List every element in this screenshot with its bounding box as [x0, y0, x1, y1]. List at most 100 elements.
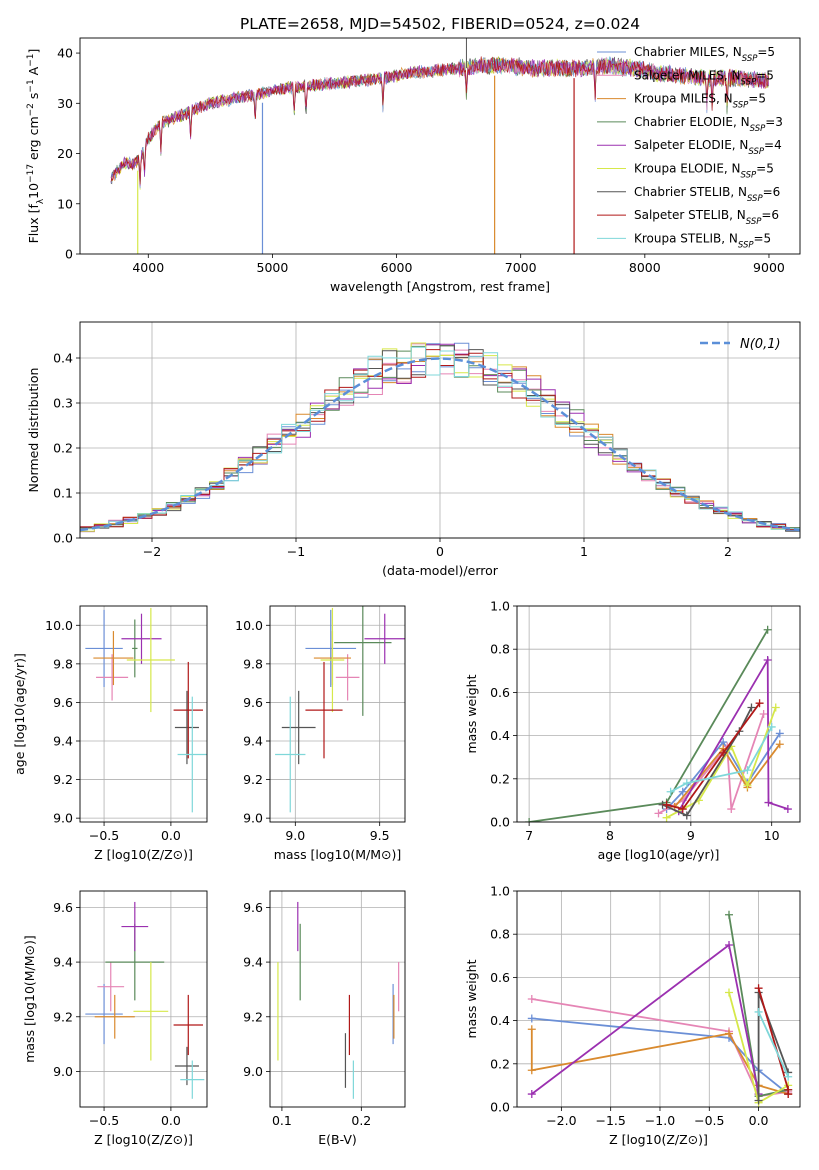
y-tick-label: 1.0: [490, 599, 510, 614]
x-tick-label: 0.2: [351, 1113, 371, 1128]
axes-frame: [269, 890, 406, 1108]
x-axis-label: Z [log10(Z/Z⊙)]: [609, 1132, 708, 1147]
y-tick-label: 0.1: [53, 486, 73, 501]
legend-label: Kroupa STELIB, NSSP=5: [634, 231, 771, 250]
weight-marker-5: [725, 988, 734, 997]
weight-line-6: [662, 707, 753, 817]
weight-marker-3: [725, 910, 734, 919]
weight-marker-5: [771, 703, 780, 712]
chart-age_vs_mass: 9.0 9.5 9.0 9.2 9.4 9.6 9.8 10.0 mass [log10(M/M…: [235, 605, 406, 862]
y-axis-label-part: Flux [f: [26, 204, 41, 244]
plot-area: [85, 901, 205, 1099]
legend-label-part: Kroupa STELIB, N: [634, 231, 738, 245]
weight-marker-1: [527, 995, 536, 1003]
weight-marker-7: [755, 699, 764, 708]
x-axis-label: Z [log10(Z/Z⊙)]: [94, 1132, 193, 1147]
weight-marker-4: [725, 941, 734, 949]
y-axis-label-part: −1: [26, 79, 36, 92]
weight-marker-4: [763, 656, 772, 664]
weight-marker-8: [754, 1007, 763, 1016]
x-tick-label: −0.5: [694, 1113, 724, 1128]
axes-frame: [79, 890, 208, 1108]
x-tick-label: −0.5: [89, 1113, 119, 1128]
weight-marker-8: [743, 766, 752, 775]
legend-label-part: =6: [763, 185, 781, 199]
x-axis-label: (data-model)/error: [382, 563, 499, 578]
weight-line-3: [528, 629, 769, 822]
legend-label-part: =5: [757, 45, 775, 59]
x-tick-label: 9: [687, 828, 695, 843]
weight-marker-7: [662, 800, 671, 809]
x-tick-label: 7: [525, 828, 533, 843]
weight-marker-2: [527, 1025, 536, 1034]
y-tick-label: 9.2: [243, 772, 263, 787]
legend-label-part: SSP: [746, 217, 762, 227]
legend-label-part: =5: [754, 231, 772, 245]
x-tick-label: 4000: [132, 260, 164, 275]
weight-marker-5: [743, 781, 752, 790]
y-tick-label: 0.8: [490, 927, 510, 942]
y-axis-label-part: −1: [26, 54, 36, 67]
x-tick-label: 0.0: [749, 1113, 769, 1128]
legend-label: Kroupa MILES, NSSP=5: [634, 92, 766, 111]
y-axis-label-part: ]: [26, 49, 41, 54]
chart-age_vs_Z: −0.5 0.0 9.0 9.2 9.4 9.6 9.8 10.0 Z [log10(Z/Z⊙)…: [12, 605, 208, 862]
chart-mass_vs_ebv: 0.1 0.2 9.0 9.2 9.4 9.6 E(B-V): [243, 890, 406, 1147]
legend-label-part: Salpeter STELIB, N: [634, 208, 746, 222]
x-tick-label: −1: [287, 544, 305, 559]
x-tick-label: 8000: [629, 260, 661, 275]
weight-line-8: [670, 726, 773, 793]
legend-label-part: SSP: [748, 147, 764, 157]
weight-marker-5: [662, 813, 671, 822]
y-tick-label: 0.4: [490, 728, 510, 743]
grid-lines: [80, 606, 207, 822]
y-tick-label: 0.0: [53, 531, 73, 546]
weight-marker-1: [759, 710, 768, 718]
y-tick-label: 1.0: [490, 884, 510, 899]
plot-area: [85, 607, 207, 813]
legend-label-part: Chabrier STELIB, N: [634, 185, 747, 199]
y-tick-label: 30: [57, 96, 73, 111]
x-tick-label: −2: [143, 544, 161, 559]
x-tick-label: 9.0: [285, 828, 305, 843]
legend-label-part: SSP: [733, 101, 749, 111]
weight-marker-1: [654, 809, 663, 818]
y-tick-label: 9.8: [243, 656, 263, 671]
chart-residual_hist: −2 −1 0 1 2 0.0 0.1 0.2 0.3 0.4 (data-model)/error…: [26, 321, 801, 578]
y-axis-label-part: λ: [36, 198, 46, 204]
y-tick-label: 0.4: [53, 351, 73, 366]
y-tick-label: 0: [65, 247, 73, 262]
legend-label: Kroupa ELODIE, NSSP=5: [634, 162, 774, 181]
weight-line-0: [531, 1017, 789, 1095]
y-tick-label: 9.6: [53, 695, 73, 710]
legend-label: Salpeter MILES, NSSP=5: [634, 68, 774, 87]
weight-marker-0: [678, 787, 687, 796]
weight-marker-8: [784, 1072, 793, 1081]
weight-marker-0: [527, 1014, 536, 1023]
weight-marker-8: [682, 779, 691, 788]
axes-frame: [79, 321, 801, 539]
weight-marker-3: [525, 818, 534, 822]
legend-label-part: SSP: [742, 54, 758, 64]
weight-marker-6: [682, 811, 691, 820]
x-axis-label: E(B-V): [318, 1132, 357, 1147]
weight-marker-8: [767, 722, 776, 731]
axes-frame: [269, 605, 406, 823]
y-tick-label: 9.4: [53, 955, 73, 970]
legend-label-part: Kroupa ELODIE, N: [634, 162, 741, 176]
weight-marker-7: [784, 1090, 793, 1099]
y-tick-label: 0.0: [490, 1100, 510, 1115]
plot-area: [110, 38, 770, 254]
weight-line-4: [677, 656, 789, 812]
axes-frame: [79, 37, 801, 255]
y-tick-label: 9.0: [53, 811, 73, 826]
y-tick-label: 9.2: [53, 772, 73, 787]
grid-lines: [517, 605, 800, 823]
legend-label-part: SSP: [747, 194, 763, 204]
legend-label: Chabrier MILES, NSSP=5: [634, 45, 775, 64]
y-tick-label: 40: [57, 46, 73, 61]
legend-label: Salpeter ELODIE, NSSP=4: [634, 138, 782, 157]
plot-area: [80, 342, 800, 535]
weight-marker-4: [764, 798, 773, 807]
